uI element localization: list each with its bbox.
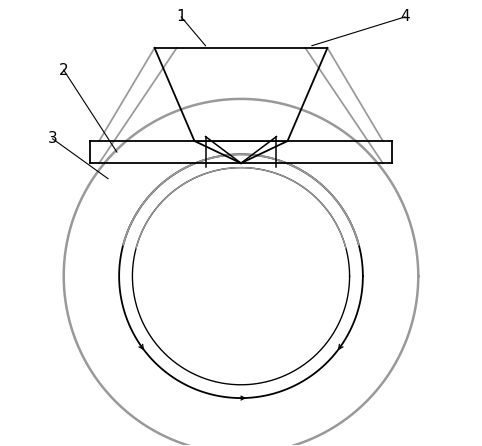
Text: 1: 1 (176, 9, 186, 25)
Text: 3: 3 (48, 131, 57, 146)
Text: 4: 4 (400, 9, 410, 25)
Text: 2: 2 (59, 62, 68, 78)
